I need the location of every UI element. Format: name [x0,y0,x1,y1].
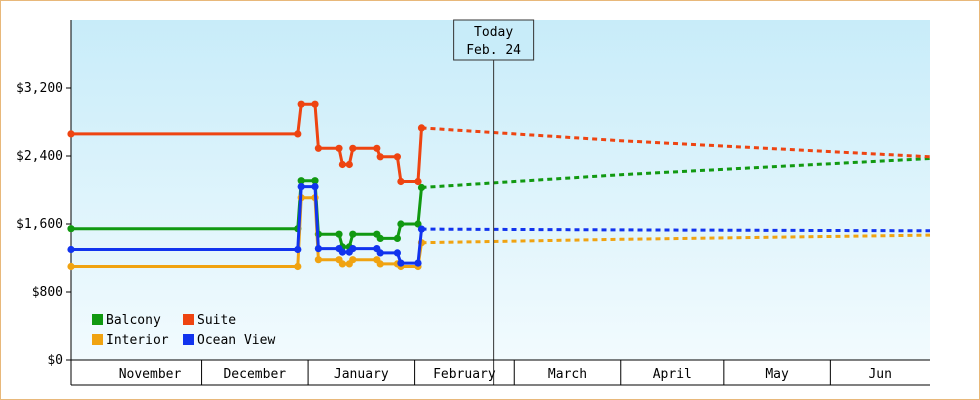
series-layer [67,100,931,271]
data-point[interactable] [335,230,343,238]
y-tick-label: $2,400 [16,149,63,164]
month-label: February [433,367,496,382]
data-point[interactable] [297,100,305,108]
data-point[interactable] [417,124,426,132]
data-point[interactable] [393,249,401,257]
month-label: November [119,367,182,382]
y-tick-label: $0 [47,353,63,368]
y-tick-label: $3,200 [16,81,63,96]
data-point[interactable] [314,256,322,264]
data-point[interactable] [311,183,319,191]
data-point[interactable] [376,249,384,257]
legend-item-suite[interactable]: Suite [183,313,236,328]
data-point[interactable] [67,130,75,138]
month-label: December [223,367,286,382]
data-point[interactable] [314,245,322,253]
legend-label: Interior [106,333,169,348]
series-balcony [67,157,931,251]
month-label: January [334,367,389,382]
data-point[interactable] [335,144,343,152]
data-point[interactable] [67,262,75,271]
legend-label: Suite [197,313,236,328]
data-point[interactable] [338,160,346,169]
data-point[interactable] [338,248,346,256]
data-point[interactable] [314,144,322,152]
data-point[interactable] [349,245,357,253]
data-point[interactable] [297,177,305,185]
month-label: March [548,367,587,382]
data-point[interactable] [417,183,426,192]
month-label: April [653,367,692,382]
today-marker: Today Feb. 24 [453,19,535,385]
plot-area [71,20,930,360]
y-tick-label: $1,600 [16,217,63,232]
legend-swatch [183,334,194,345]
data-point[interactable] [373,144,381,152]
data-point[interactable] [393,234,401,242]
data-point[interactable] [297,183,305,191]
data-point[interactable] [414,177,422,186]
series-forecast-line [421,126,931,159]
legend: Balcony Suite Interior Ocean View [92,313,275,348]
legend-item-ocean-view[interactable]: Ocean View [183,333,275,348]
series-ocean-view [67,183,931,267]
data-point[interactable] [376,260,384,268]
data-point[interactable] [338,260,346,268]
data-point[interactable] [67,225,75,233]
data-point[interactable] [414,220,422,228]
month-label: Jun [868,367,891,382]
data-point[interactable] [294,130,302,138]
today-label: Today [474,25,513,40]
data-point[interactable] [349,230,357,238]
legend-item-interior[interactable]: Interior [92,333,169,348]
data-point[interactable] [311,100,319,108]
month-label: May [765,367,789,382]
legend-swatch [92,334,103,345]
legend-label: Balcony [106,313,161,328]
month-axis: November December January February March Apri… [71,359,930,386]
data-point[interactable] [414,259,422,267]
data-point[interactable] [417,225,426,233]
data-point[interactable] [376,234,384,242]
series-forecast-line [421,157,931,189]
data-point[interactable] [397,220,405,228]
series-forecast-line [421,227,931,233]
data-point[interactable] [294,245,302,254]
data-point[interactable] [349,144,357,152]
series-suite [67,100,931,186]
legend-swatch [92,314,103,325]
data-point[interactable] [376,153,384,161]
data-point[interactable] [397,259,405,267]
data-point[interactable] [397,177,405,186]
y-tick-label: $800 [32,285,63,300]
data-point[interactable] [345,160,353,169]
data-point[interactable] [311,177,319,185]
today-date-label: Feb. 24 [466,43,521,58]
legend-label: Ocean View [197,333,275,348]
data-point[interactable] [67,245,75,254]
series-forecast-line [421,233,931,245]
legend-item-balcony[interactable]: Balcony [92,313,161,328]
data-point[interactable] [294,262,302,271]
data-point[interactable] [393,153,401,161]
y-axis: $0 $800 $1,600 $2,400 $3,200 [16,20,72,385]
legend-swatch [183,314,194,325]
today-box [453,19,535,61]
data-point[interactable] [349,256,357,264]
